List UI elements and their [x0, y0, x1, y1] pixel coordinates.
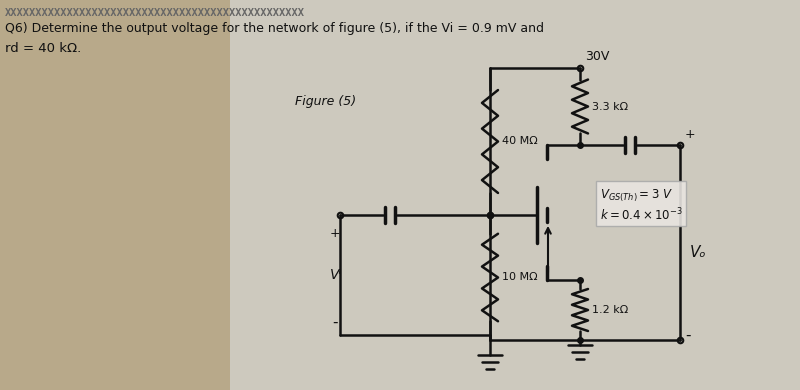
Text: 3.3 kΩ: 3.3 kΩ — [592, 101, 628, 112]
Text: Vₒ: Vₒ — [690, 245, 706, 260]
Text: -: - — [685, 328, 690, 342]
Text: 30V: 30V — [585, 50, 610, 63]
Text: 40 MΩ: 40 MΩ — [502, 136, 538, 147]
Text: 10 MΩ: 10 MΩ — [502, 273, 538, 282]
Text: +: + — [685, 128, 696, 142]
Text: 1.2 kΩ: 1.2 kΩ — [592, 305, 628, 315]
Text: -: - — [332, 315, 338, 330]
Text: Q6) Determine the output voltage for the network of figure (5), if the Vi = 0.9 : Q6) Determine the output voltage for the… — [5, 22, 544, 35]
Text: $V_{GS(Th)}=3\ V$
$k=0.4\times10^{-3}$: $V_{GS(Th)}=3\ V$ $k=0.4\times10^{-3}$ — [600, 187, 683, 223]
Text: Vᴵ: Vᴵ — [330, 268, 342, 282]
Text: +: + — [330, 227, 340, 240]
Text: Figure (5): Figure (5) — [295, 95, 356, 108]
Text: rd = 40 kΩ.: rd = 40 kΩ. — [5, 42, 82, 55]
Bar — [0, 0, 230, 390]
Text: XXXXXXXXXXXXXXXXXXXXXXXXXXXXXXXXXXXXXXXXXXXXXXXX: XXXXXXXXXXXXXXXXXXXXXXXXXXXXXXXXXXXXXXXX… — [5, 8, 305, 18]
